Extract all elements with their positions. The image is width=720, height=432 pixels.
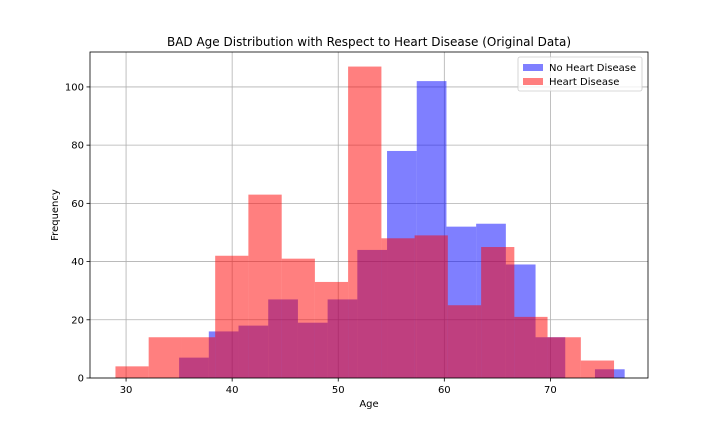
bars-layer: [115, 66, 625, 378]
y-tick-label: 60: [71, 199, 84, 210]
bar-heart-disease: [447, 305, 482, 378]
y-tick-label: 20: [71, 315, 84, 326]
x-tick-label: 50: [332, 385, 345, 396]
bar-heart-disease: [281, 258, 315, 378]
bar-heart-disease: [348, 66, 382, 378]
bar-heart-disease: [215, 255, 249, 378]
y-tick-label: 40: [71, 257, 84, 268]
x-tick-label: 70: [544, 385, 557, 396]
bar-heart-disease: [381, 238, 415, 378]
y-tick-label: 80: [71, 141, 84, 152]
chart-title: BAD Age Distribution with Respect to Hea…: [167, 35, 571, 49]
plot-frame: [89, 51, 649, 379]
legend: No Heart Disease Heart Disease: [517, 56, 643, 92]
bar-heart-disease: [248, 194, 282, 378]
legend-swatch: [523, 64, 543, 71]
legend-box: [517, 56, 643, 92]
legend-label: No Heart Disease: [549, 63, 636, 74]
bar-heart-disease: [580, 360, 615, 378]
x-tick-label: 60: [438, 385, 451, 396]
ticks-layer: 30 40 50 60 70 0 20 40 60 80 100: [65, 82, 557, 396]
bar-heart-disease: [148, 337, 182, 378]
bar-heart-disease: [514, 316, 548, 378]
bar-heart-disease: [181, 337, 216, 378]
legend-label: Heart Disease: [549, 77, 619, 88]
y-tick-label: 0: [78, 374, 84, 385]
legend-swatch: [523, 78, 543, 85]
bar-heart-disease: [314, 281, 349, 378]
x-tick-label: 30: [120, 385, 133, 396]
x-axis-label: Age: [359, 399, 378, 410]
bar-heart-disease: [547, 337, 581, 378]
bar-heart-disease: [414, 235, 448, 378]
y-axis-label: Frequency: [50, 189, 61, 241]
y-tick-label: 100: [65, 82, 84, 93]
x-tick-label: 40: [226, 385, 239, 396]
bar-heart-disease: [115, 366, 149, 378]
bar-heart-disease: [481, 247, 515, 378]
